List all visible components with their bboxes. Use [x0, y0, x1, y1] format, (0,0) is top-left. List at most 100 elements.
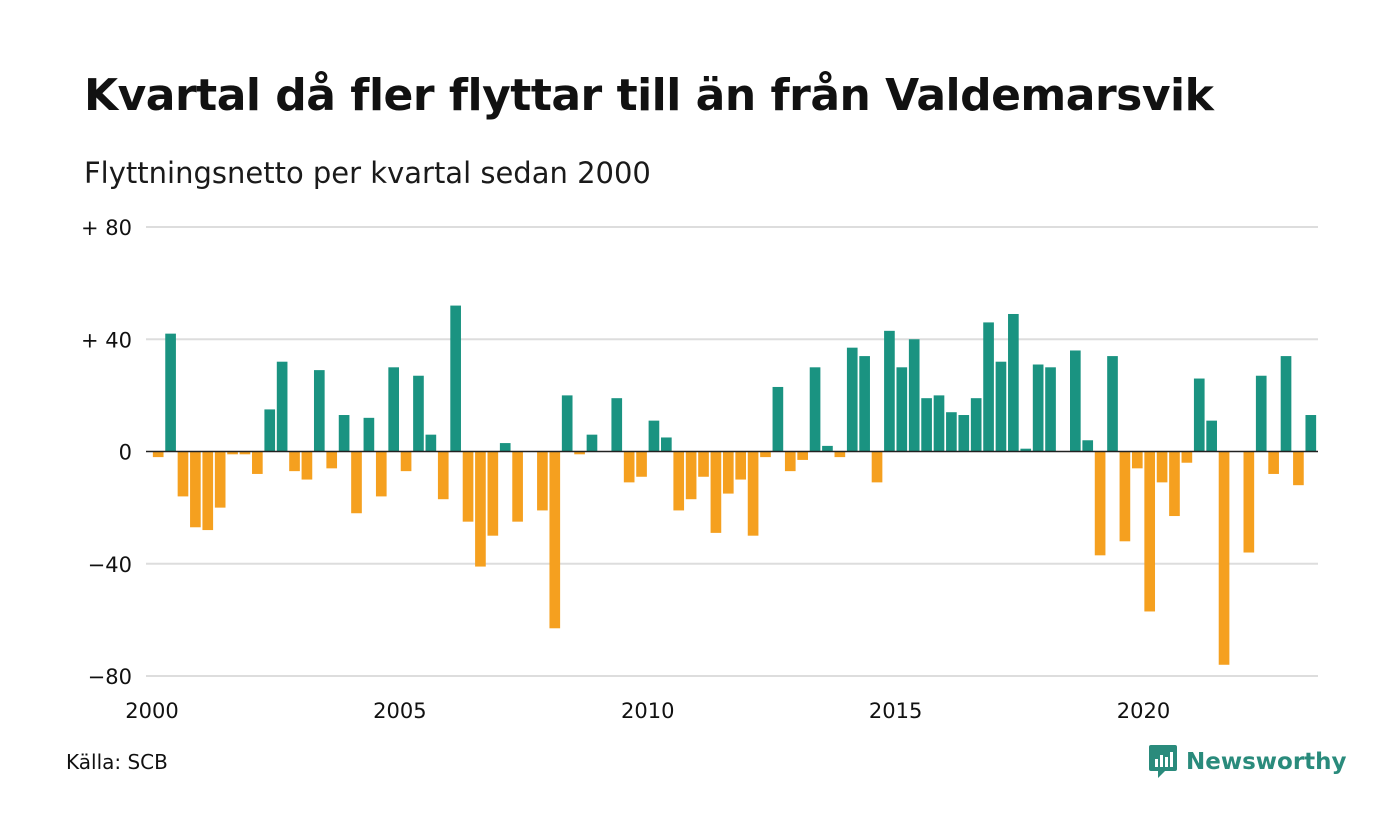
bar-2009-q3	[623, 451, 635, 483]
bar-2022-q1	[1243, 451, 1255, 553]
bar-2011-q1	[698, 451, 709, 477]
bar-2018-q3	[1070, 350, 1081, 452]
bar-2004-q2	[363, 417, 375, 452]
bar-2000-q3	[177, 451, 189, 497]
x-tick-label: 2010	[621, 699, 674, 723]
bar-2012-q3	[772, 386, 784, 452]
bar-2005-q1	[400, 451, 412, 472]
bar-2000-q2	[165, 333, 176, 452]
y-tick-label: + 40	[81, 328, 132, 352]
bar-2020-q3	[1169, 451, 1180, 517]
bar-2016-q2	[958, 415, 970, 452]
bar-2019-q4	[1131, 451, 1143, 469]
chart-title: Kvartal då fler flyttar till än från Val…	[84, 70, 1214, 121]
bar-2001-q2	[214, 451, 226, 508]
y-tick-label: −40	[88, 553, 132, 577]
bar-2016-q4	[983, 322, 994, 452]
bar-2002-q2	[264, 409, 276, 452]
bar-2001-q1	[202, 451, 214, 531]
bar-2001-q4	[239, 451, 251, 455]
bar-2011-q4	[735, 451, 747, 480]
x-tick-label: 2000	[125, 699, 178, 723]
bar-2003-q1	[301, 451, 313, 480]
bar-2010-q3	[673, 451, 685, 511]
bar-2013-q2	[809, 367, 821, 452]
bar-2015-q4	[933, 395, 945, 452]
bar-2001-q3	[227, 451, 238, 455]
bar-2017-q4	[1032, 364, 1044, 452]
gridlines	[146, 226, 1318, 677]
bar-2012-q2	[760, 451, 771, 458]
bar-2018-q4	[1082, 440, 1094, 452]
bar-2004-q4	[388, 367, 400, 452]
x-tick-label: 2015	[869, 699, 922, 723]
bar-2003-q4	[338, 415, 350, 452]
bar-2006-q3	[475, 451, 486, 567]
bar-2006-q1	[450, 305, 461, 452]
bar-2011-q2	[710, 451, 722, 533]
bar-2008-q1	[549, 451, 561, 629]
bar-2013-q4	[834, 451, 846, 458]
bar-2007-q4	[537, 451, 548, 511]
bar-2008-q2	[561, 395, 573, 452]
bar-2019-q1	[1094, 451, 1106, 556]
x-tick-label: 2020	[1117, 699, 1170, 723]
bar-2011-q3	[722, 451, 734, 494]
bar-2014-q2	[859, 356, 870, 452]
bar-2008-q4	[586, 434, 598, 452]
bar-2014-q4	[884, 330, 895, 452]
bar-2009-q4	[636, 451, 647, 477]
bar-2021-q1	[1193, 378, 1205, 452]
bar-2017-q2	[1008, 313, 1019, 452]
bar-2004-q3	[375, 451, 387, 497]
bar-2010-q4	[685, 451, 697, 500]
bar-2022-q2	[1255, 375, 1267, 452]
newsworthy-logo-text: Newsworthy	[1186, 749, 1347, 775]
bar-2015-q1	[896, 367, 908, 452]
bar-2005-q3	[425, 434, 437, 452]
y-axis-labels: + 80 + 40 0 −40 −80	[81, 216, 132, 689]
bar-2002-q3	[276, 361, 288, 452]
newsworthy-logo: Newsworthy	[1148, 744, 1347, 780]
bar-2020-q4	[1181, 451, 1193, 463]
bar-2013-q3	[822, 445, 833, 452]
bar-2022-q4	[1280, 356, 1292, 452]
bar-2000-q4	[190, 451, 201, 528]
bar-2006-q4	[487, 451, 499, 536]
bar-2014-q1	[846, 347, 858, 452]
bar-2010-q2	[661, 437, 672, 452]
bar-2005-q4	[437, 451, 449, 500]
bar-2003-q2	[313, 370, 325, 452]
bar-2008-q3	[574, 451, 585, 455]
bar-2005-q2	[413, 375, 424, 452]
bar-2017-q1	[995, 361, 1007, 452]
bar-2021-q3	[1218, 451, 1230, 665]
bar-2012-q4	[784, 451, 796, 472]
bar-2016-q1	[946, 412, 957, 452]
bar-2015-q2	[908, 339, 920, 452]
chart-subtitle: Flyttningsnetto per kvartal sedan 2000	[84, 156, 651, 190]
bar-2017-q3	[1020, 448, 1032, 452]
y-tick-label: −80	[88, 665, 132, 689]
bar-2023-q2	[1305, 415, 1317, 452]
bar-2022-q3	[1268, 451, 1279, 474]
bars	[152, 305, 1317, 665]
bar-2023-q1	[1293, 451, 1304, 486]
bar-2018-q1	[1045, 367, 1056, 452]
bar-2016-q3	[970, 398, 982, 452]
bar-2006-q2	[462, 451, 474, 522]
bar-2007-q2	[512, 451, 523, 522]
bar-2019-q2	[1107, 356, 1118, 452]
bar-2003-q3	[326, 451, 338, 469]
bar-2007-q1	[499, 443, 511, 452]
bar-2002-q1	[252, 451, 263, 474]
bar-2013-q1	[797, 451, 808, 460]
bar-2000-q1	[152, 451, 164, 458]
bar-2020-q2	[1156, 451, 1168, 483]
bar-2009-q2	[611, 398, 623, 452]
bar-2021-q2	[1206, 420, 1217, 452]
newsworthy-logo-icon	[1149, 745, 1177, 778]
bar-2014-q3	[871, 451, 883, 483]
bar-2012-q1	[747, 451, 759, 536]
